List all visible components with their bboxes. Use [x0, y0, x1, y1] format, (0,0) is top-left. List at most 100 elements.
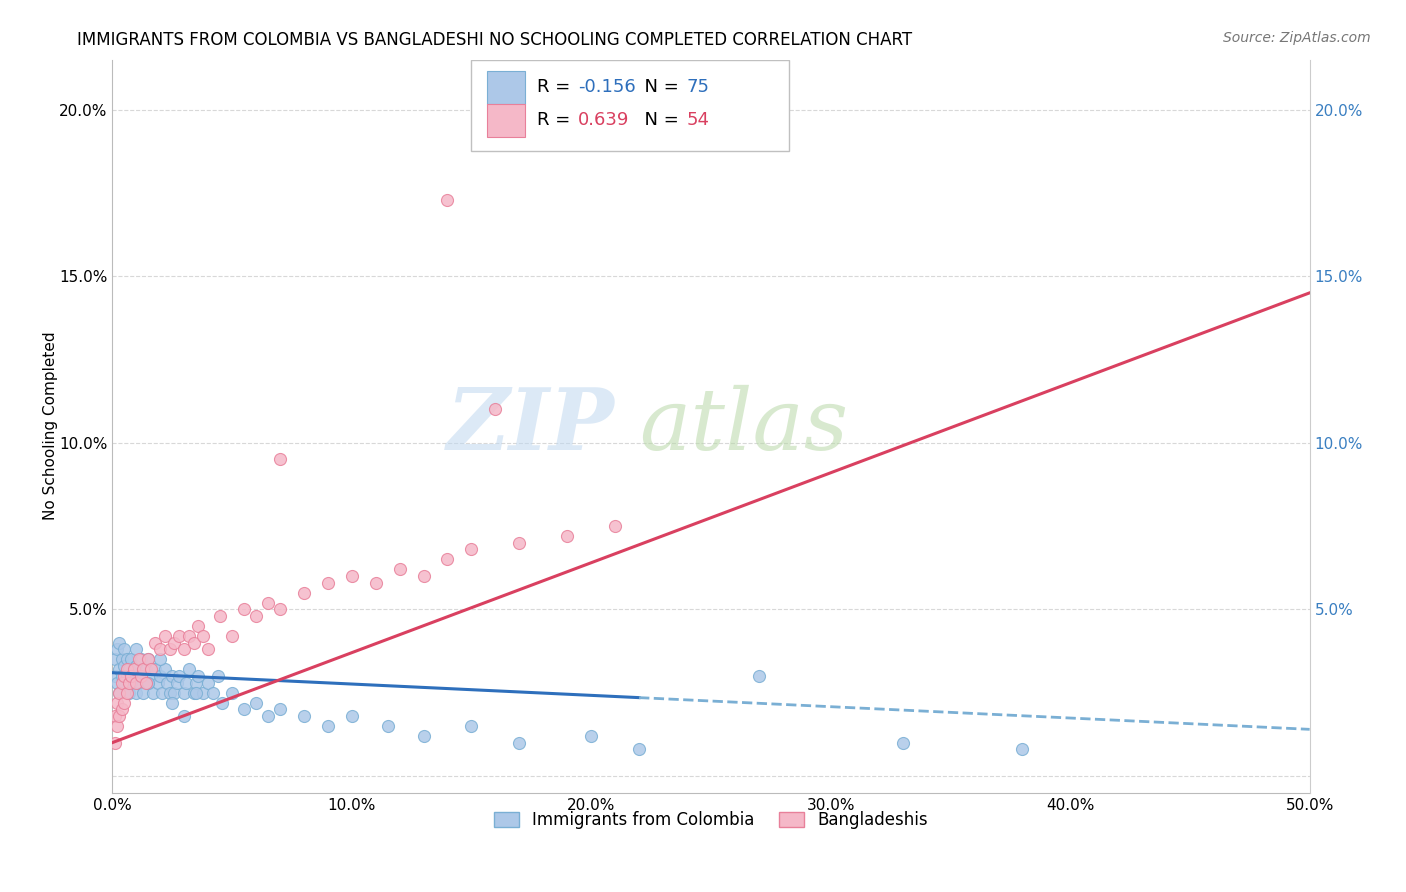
Point: [628, 742, 651, 756]
Point: [118, 686, 141, 700]
Point: [139, 662, 162, 676]
Text: 0.639: 0.639: [578, 112, 630, 129]
Text: atlas: atlas: [640, 384, 848, 467]
Legend: Immigrants from Colombia, Bangladeshis: Immigrants from Colombia, Bangladeshis: [486, 805, 935, 836]
FancyBboxPatch shape: [471, 60, 789, 152]
Point: [316, 575, 339, 590]
Point: [269, 452, 291, 467]
Point: [128, 652, 150, 666]
Point: [166, 675, 188, 690]
Point: [377, 719, 399, 733]
Point: [120, 669, 142, 683]
Point: [103, 652, 125, 666]
Point: [149, 642, 172, 657]
Point: [122, 669, 145, 683]
Point: [132, 686, 155, 700]
Point: [184, 675, 207, 690]
Point: [316, 719, 339, 733]
Point: [115, 652, 138, 666]
Point: [232, 602, 254, 616]
Point: [143, 662, 166, 676]
Point: [118, 662, 141, 676]
Text: -0.156: -0.156: [578, 78, 636, 96]
Point: [153, 662, 176, 676]
FancyBboxPatch shape: [486, 103, 526, 137]
Point: [579, 729, 602, 743]
Point: [163, 686, 186, 700]
Point: [136, 652, 159, 666]
Point: [245, 696, 267, 710]
Text: ZIP: ZIP: [447, 384, 614, 468]
Point: [112, 696, 135, 710]
Point: [129, 652, 152, 666]
Point: [111, 652, 134, 666]
Text: IMMIGRANTS FROM COLOMBIA VS BANGLADESHI NO SCHOOLING COMPLETED CORRELATION CHART: IMMIGRANTS FROM COLOMBIA VS BANGLADESHI …: [77, 31, 912, 49]
Point: [412, 569, 434, 583]
Point: [125, 686, 148, 700]
Point: [149, 669, 172, 683]
Point: [221, 629, 243, 643]
Point: [340, 569, 363, 583]
Point: [108, 636, 131, 650]
Point: [340, 709, 363, 723]
Point: [184, 686, 207, 700]
Text: R =: R =: [537, 112, 582, 129]
Point: [152, 686, 174, 700]
Point: [160, 696, 183, 710]
Y-axis label: No Schooling Completed: No Schooling Completed: [44, 332, 58, 520]
Point: [103, 736, 125, 750]
Point: [108, 709, 131, 723]
Point: [508, 736, 530, 750]
Point: [436, 552, 458, 566]
Point: [269, 602, 291, 616]
Point: [163, 636, 186, 650]
Point: [108, 686, 131, 700]
Point: [193, 629, 215, 643]
Point: [1011, 742, 1033, 756]
Point: [129, 669, 152, 683]
Point: [173, 686, 195, 700]
Point: [112, 659, 135, 673]
Point: [156, 675, 179, 690]
Point: [176, 675, 198, 690]
Point: [748, 669, 770, 683]
Point: [167, 629, 190, 643]
Point: [136, 675, 159, 690]
Point: [508, 535, 530, 549]
Point: [460, 542, 482, 557]
Point: [135, 662, 157, 676]
Point: [120, 675, 142, 690]
Point: [103, 669, 125, 683]
Point: [111, 669, 134, 683]
Point: [139, 669, 162, 683]
Point: [197, 642, 219, 657]
Point: [108, 686, 131, 700]
Text: Source: ZipAtlas.com: Source: ZipAtlas.com: [1223, 31, 1371, 45]
Point: [125, 659, 148, 673]
Point: [245, 609, 267, 624]
Point: [167, 669, 190, 683]
Point: [460, 719, 482, 733]
Text: R =: R =: [537, 78, 576, 96]
Text: N =: N =: [633, 112, 685, 129]
Text: N =: N =: [633, 78, 685, 96]
Text: 75: 75: [688, 78, 710, 96]
Point: [108, 662, 131, 676]
Point: [232, 702, 254, 716]
Point: [125, 675, 148, 690]
Point: [555, 529, 578, 543]
Point: [129, 669, 152, 683]
Point: [211, 696, 233, 710]
Point: [112, 669, 135, 683]
Point: [603, 519, 626, 533]
Point: [135, 675, 157, 690]
Point: [388, 562, 411, 576]
Point: [120, 652, 142, 666]
Point: [177, 662, 200, 676]
Point: [122, 662, 145, 676]
Point: [153, 629, 176, 643]
Point: [118, 675, 141, 690]
Point: [128, 675, 150, 690]
Point: [136, 652, 159, 666]
FancyBboxPatch shape: [486, 70, 526, 104]
